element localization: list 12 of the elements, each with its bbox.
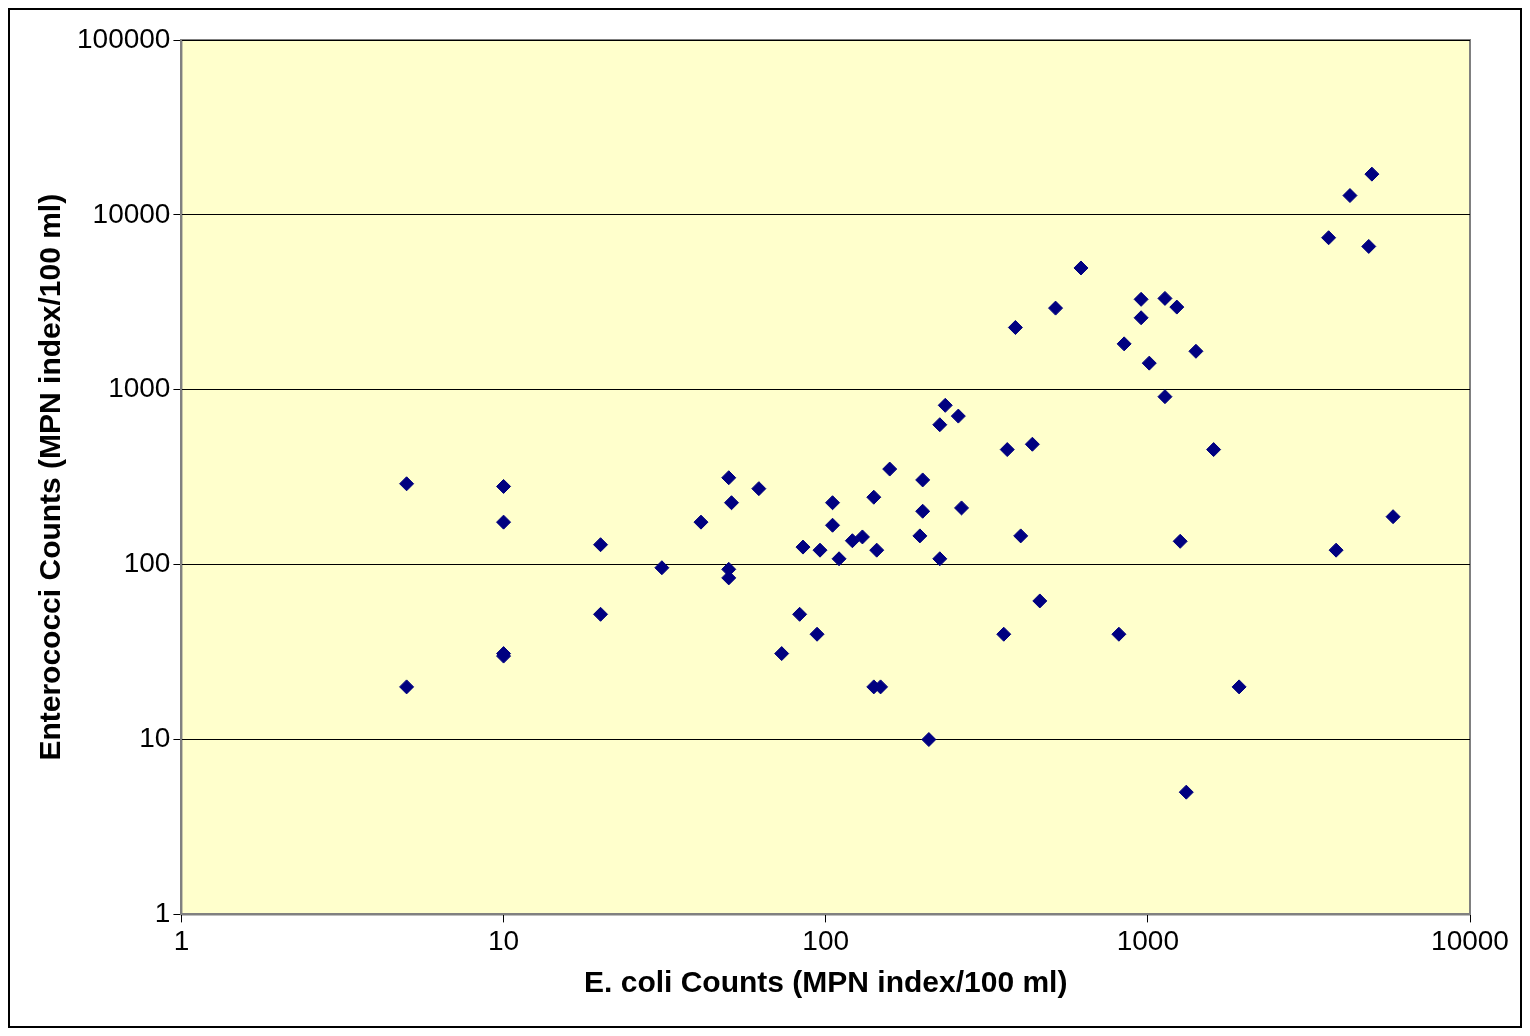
y-tick-label: 1 — [154, 897, 171, 929]
x-tick-label: 10000 — [1431, 924, 1509, 956]
y-tick-label: 100 — [123, 547, 171, 579]
x-tick-label: 1000 — [1116, 924, 1180, 956]
y-tick-label: 1000 — [108, 372, 171, 404]
x-tick-label: 100 — [802, 924, 850, 956]
x-tick-label: 10 — [488, 924, 520, 956]
y-axis-title: Enterococci Counts (MPN index/100 ml) — [33, 193, 67, 761]
y-tick-label: 100000 — [77, 22, 171, 54]
y-tick-label: 10 — [139, 722, 171, 754]
y-tick-label: 10000 — [92, 197, 171, 229]
x-axis-title: E. coli Counts (MPN index/100 ml) — [584, 965, 1068, 999]
